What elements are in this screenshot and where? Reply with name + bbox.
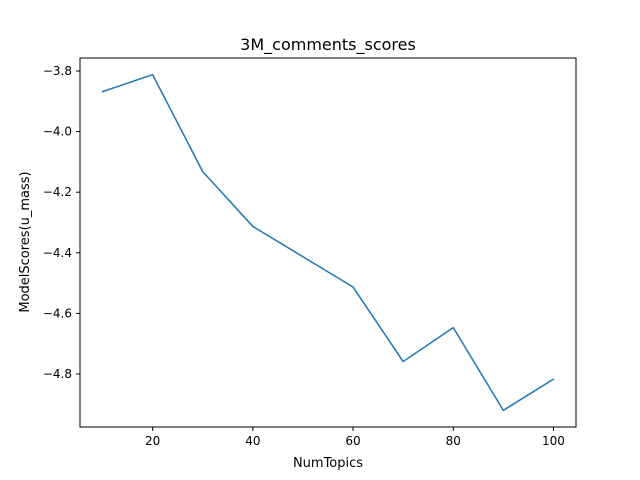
y-tick-label-1: −3.8 bbox=[43, 64, 72, 78]
y-axis: −3.8 −4.0 −4.2 −4.4 −4.6 −4.8 bbox=[43, 64, 80, 381]
chart-title: 3M_comments_scores bbox=[240, 35, 416, 55]
x-tick-label-4: 80 bbox=[446, 434, 461, 448]
plot-frame bbox=[79, 57, 577, 428]
y-tick-label-4: −4.4 bbox=[43, 246, 72, 260]
x-tick-label-5: 100 bbox=[542, 434, 565, 448]
y-tick-label-6: −4.8 bbox=[43, 367, 72, 381]
plot-area bbox=[101, 73, 555, 412]
x-tick-label-3: 60 bbox=[345, 434, 360, 448]
y-axis-label: ModelScores(u_mass) bbox=[18, 171, 33, 312]
x-tick-label-2: 40 bbox=[245, 434, 260, 448]
series-line-1 bbox=[101, 73, 555, 412]
x-axis-label: NumTopics bbox=[293, 456, 363, 471]
y-tick-label-5: −4.6 bbox=[43, 306, 72, 320]
x-axis: 20 40 60 80 100 bbox=[145, 427, 565, 448]
y-tick-label-2: −4.0 bbox=[43, 125, 72, 139]
x-tick-label-1: 20 bbox=[145, 434, 160, 448]
y-tick-label-3: −4.2 bbox=[43, 185, 72, 199]
